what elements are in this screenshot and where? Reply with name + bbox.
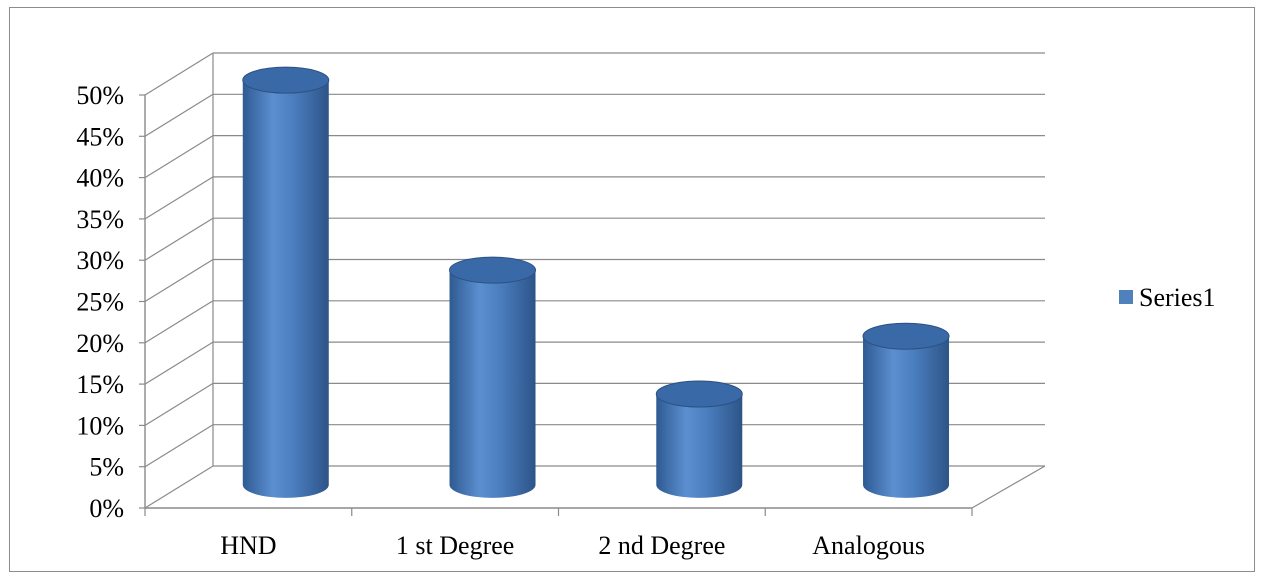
axes: [139, 94, 973, 516]
floor-edge: [971, 465, 1046, 509]
y-tick-label: 40%: [76, 164, 124, 193]
bar-top: [862, 322, 950, 350]
x-category-label: 1 st Degree: [396, 531, 514, 560]
gridline-depth: [144, 382, 214, 426]
gridline-depth: [144, 135, 214, 179]
y-tick-label: 20%: [76, 329, 124, 358]
gridline-depth: [144, 258, 214, 303]
y-tick-label: 25%: [76, 288, 124, 317]
y-tick-label: 5%: [89, 453, 124, 482]
y-tick-label: 15%: [76, 370, 124, 399]
gridline-depth: [144, 176, 214, 220]
legend: Series1: [1119, 283, 1216, 312]
x-category-label: HND: [220, 531, 276, 560]
y-tick-label: 50%: [76, 81, 124, 110]
x-category-label: Analogous: [812, 531, 925, 560]
bars: [242, 66, 950, 498]
bar-top: [242, 66, 330, 94]
y-tick-label: 10%: [76, 411, 124, 440]
legend-label: Series1: [1139, 283, 1216, 312]
y-tick-label: 35%: [76, 205, 124, 234]
gridline-depth: [144, 300, 214, 344]
labels: 0% 5% 10% 15% 20% 25% 30% 35% 40% 45% 50% HND 1 st D…: [76, 81, 925, 560]
y-tick-label: 45%: [76, 122, 124, 151]
y-tick-label: 30%: [76, 246, 124, 275]
legend-swatch: [1119, 290, 1133, 304]
y-tick-label: 0%: [89, 494, 124, 523]
bar: [449, 270, 536, 498]
gridline-depth: [144, 52, 214, 96]
bar: [863, 336, 950, 498]
gridline-depth: [144, 341, 214, 385]
bar-top: [449, 256, 537, 284]
gridline-depth: [144, 424, 214, 468]
gridline-depth: [144, 217, 214, 261]
bar: [242, 80, 329, 498]
gridline-depth: [144, 93, 214, 137]
chart-frame: [9, 7, 1255, 572]
gridline-depth: [144, 465, 214, 509]
bar-top: [655, 380, 743, 408]
x-category-label: 2 nd Degree: [598, 531, 725, 560]
bar: [656, 394, 743, 498]
